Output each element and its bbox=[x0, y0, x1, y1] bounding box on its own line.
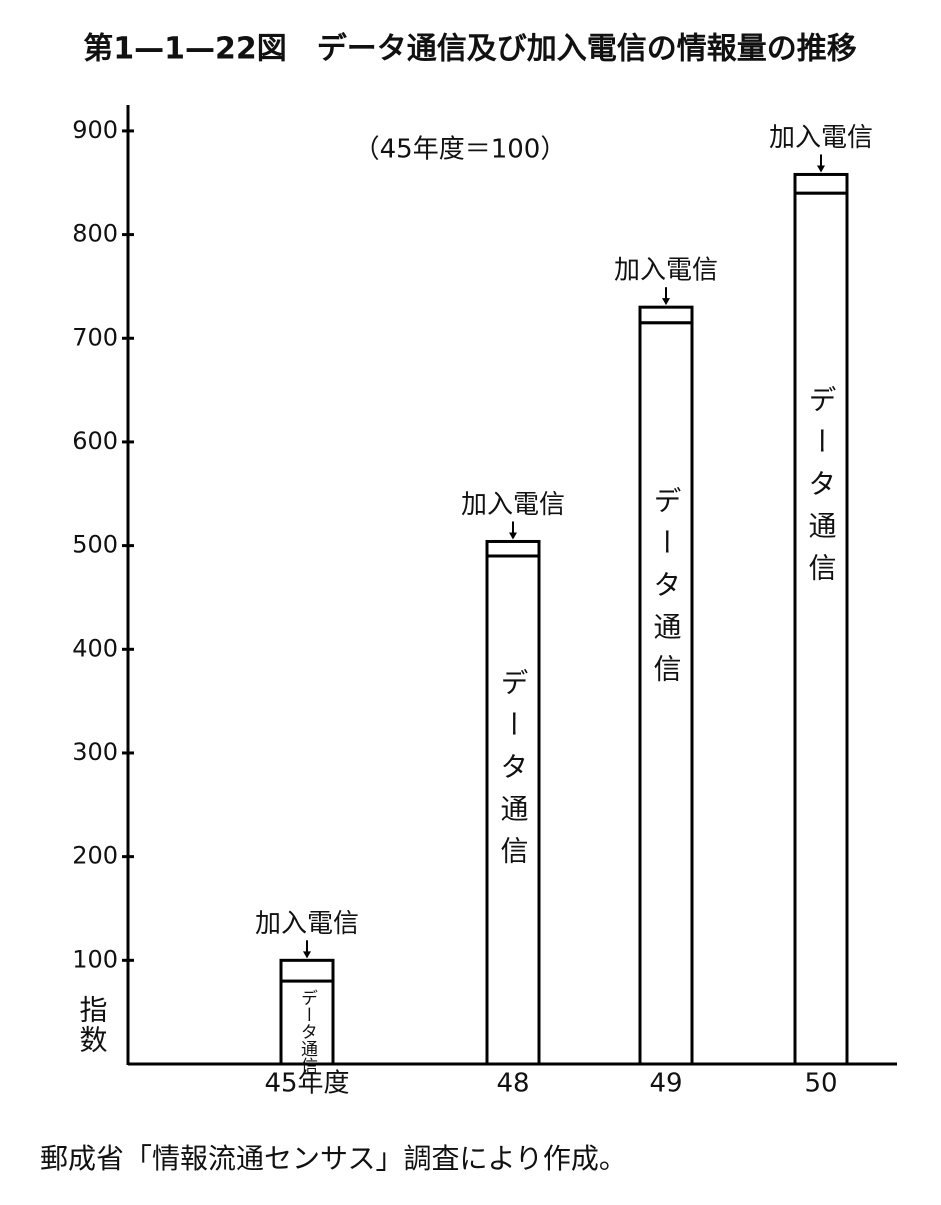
series-label: データ通信 bbox=[805, 384, 838, 594]
y-tick-label: 300 bbox=[72, 738, 118, 766]
series-label: 加入電信 bbox=[769, 123, 873, 153]
source-note: 郵成省「情報流通センサス」調査により作成。 bbox=[40, 1142, 627, 1175]
y-tick-label: 400 bbox=[72, 634, 118, 662]
y-tick-label: 500 bbox=[72, 531, 118, 559]
x-tick-label: 48 bbox=[496, 1069, 529, 1099]
series-label: 加入電信 bbox=[614, 256, 718, 286]
bar-segment bbox=[279, 979, 335, 1066]
bar-segment bbox=[638, 321, 694, 1066]
y-tick-label: 800 bbox=[72, 220, 118, 248]
y-tick-label: 600 bbox=[72, 427, 118, 455]
x-tick-label: 50 bbox=[804, 1069, 837, 1099]
bar-segment bbox=[279, 958, 335, 983]
x-tick-label: 49 bbox=[649, 1069, 682, 1099]
chart-title: 第1—1—22図 データ通信及び加入電信の情報量の推移 bbox=[83, 32, 857, 67]
chart-subtitle: （45年度＝100） bbox=[354, 135, 567, 165]
bar-segment bbox=[793, 172, 849, 195]
y-axis-label: 指数 bbox=[76, 995, 109, 1055]
bar-segment bbox=[485, 539, 541, 558]
bar-segment bbox=[638, 305, 694, 325]
arrow-head bbox=[817, 165, 825, 173]
y-tick-label: 200 bbox=[72, 842, 118, 870]
x-tick-label: 45年度 bbox=[264, 1069, 349, 1099]
y-tick-label: 900 bbox=[72, 116, 118, 144]
bar-segment bbox=[793, 191, 849, 1066]
series-label: データ通信 bbox=[297, 989, 318, 1074]
arrow-head bbox=[662, 298, 670, 306]
y-tick-label: 100 bbox=[72, 945, 118, 973]
series-label: 加入電信 bbox=[255, 909, 359, 939]
arrow-head bbox=[303, 951, 311, 959]
series-label: データ通信 bbox=[497, 667, 530, 877]
arrow-head bbox=[509, 532, 517, 540]
series-label: データ通信 bbox=[650, 485, 683, 695]
y-tick-label: 700 bbox=[72, 323, 118, 351]
series-label: 加入電信 bbox=[461, 490, 565, 520]
